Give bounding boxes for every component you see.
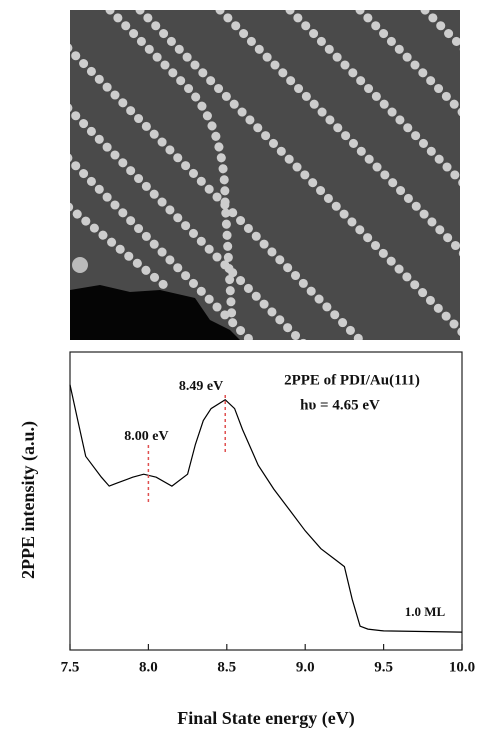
x-tick-label: 8.5 <box>217 659 236 675</box>
x-tick-label: 8.0 <box>139 659 158 675</box>
data-line <box>69 384 463 633</box>
x-tick-label: 9.5 <box>374 659 393 675</box>
coverage-label: 1.0 ML <box>405 604 446 619</box>
chart-title: 2PPE of PDI/Au(111) <box>284 372 420 388</box>
row <box>105 10 237 325</box>
row <box>70 202 175 295</box>
adsorbate <box>72 257 88 273</box>
molecular-rows <box>70 10 460 340</box>
x-tick-label: 9.0 <box>296 659 315 675</box>
x-tick-label: 7.5 <box>61 659 80 675</box>
stm-background <box>70 10 460 340</box>
peak-label: 8.00 eV <box>124 429 168 444</box>
chart: 2PPE of PDI/Au(111) hυ = 4.65 eV 1.0 ML … <box>18 351 463 729</box>
stm-image <box>70 10 460 340</box>
row <box>285 10 460 187</box>
x-axis-label: Final State energy (eV) <box>177 708 354 729</box>
row <box>70 43 367 340</box>
x-tick-label: 10.0 <box>449 659 475 675</box>
y-axis-label: 2PPE intensity (a.u.) <box>18 421 39 579</box>
peak-label: 8.49 eV <box>179 379 223 394</box>
row <box>70 103 307 340</box>
plot-frame <box>69 351 463 651</box>
row <box>70 153 257 340</box>
row <box>420 10 460 52</box>
row <box>355 10 460 117</box>
substrate-edge <box>70 285 240 340</box>
row <box>215 10 460 257</box>
row <box>135 10 460 337</box>
chart-subtitle: hυ = 4.65 eV <box>300 397 380 413</box>
